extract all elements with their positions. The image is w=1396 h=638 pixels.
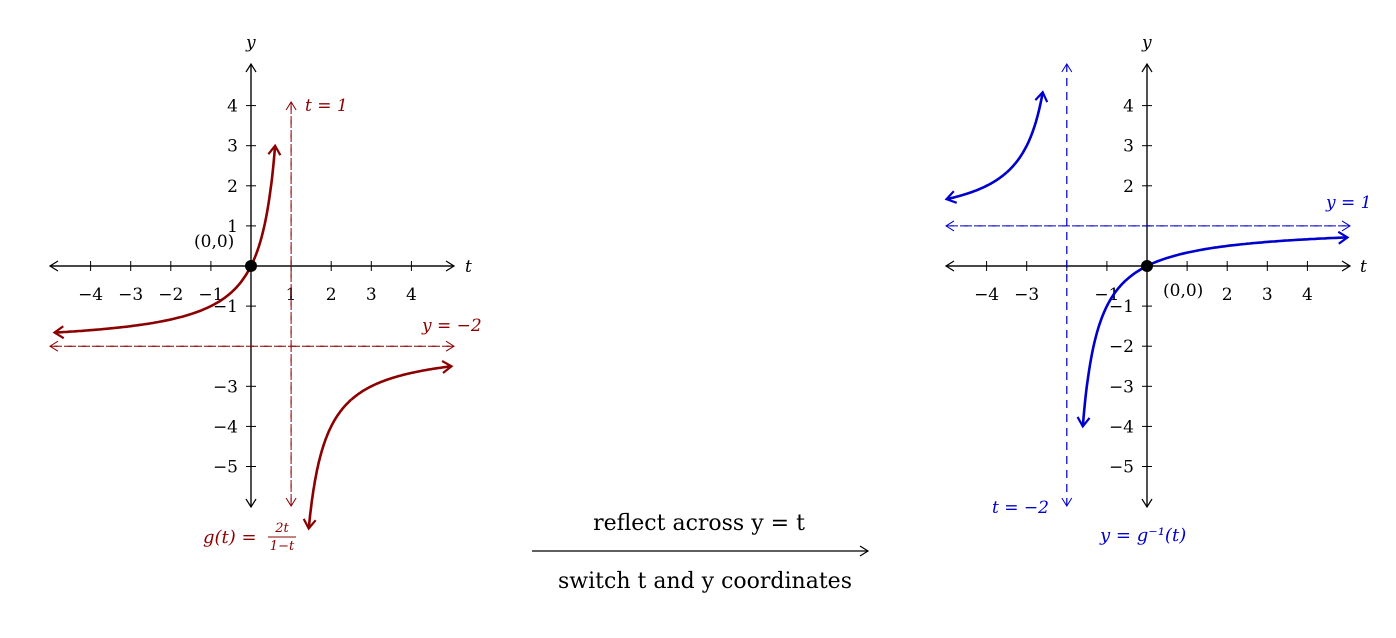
left-curve-branch bbox=[249, 143, 282, 267]
left-origin-point bbox=[245, 260, 257, 272]
left-function-label-numerator: 2t bbox=[274, 521, 289, 536]
right-origin-point bbox=[1141, 260, 1153, 272]
right-x-tick: −4 bbox=[974, 285, 999, 305]
left-y-tick: 1 bbox=[227, 217, 238, 237]
right-y-tick: 4 bbox=[1123, 97, 1134, 117]
right-x-tick: 4 bbox=[1302, 285, 1313, 305]
right-y-tick: −5 bbox=[1109, 458, 1134, 478]
right-y-axis-label: y bbox=[1141, 33, 1152, 53]
right-y-tick: 2 bbox=[1123, 177, 1134, 197]
left-function-label: g(t) = bbox=[203, 527, 257, 548]
right-y-tick: 3 bbox=[1123, 137, 1134, 157]
right-graph: t y −4 −3 −1 2 3 4 4 3 bbox=[944, 33, 1371, 546]
left-y-tick: −3 bbox=[213, 377, 238, 397]
right-origin-point-label: (0,0) bbox=[1163, 281, 1203, 301]
left-y-tick: 3 bbox=[227, 137, 238, 157]
left-y-tick: −1 bbox=[213, 297, 238, 317]
transition-bottom-text: switch t and y coordinates bbox=[558, 569, 852, 594]
left-x-axis-label: t bbox=[465, 257, 472, 277]
left-y-tick: 2 bbox=[227, 177, 238, 197]
right-curve-branch bbox=[1005, 90, 1049, 174]
left-graph: t y −4 −3 −2 −1 1 2 3 4 bbox=[48, 33, 482, 554]
right-curve-branch bbox=[944, 171, 1008, 204]
right-x-tick: −3 bbox=[1014, 285, 1039, 305]
left-x-tick: −3 bbox=[118, 285, 143, 305]
left-y-axis-label: y bbox=[245, 33, 256, 53]
left-y-tick: −4 bbox=[213, 417, 238, 437]
right-curve-branch bbox=[1146, 230, 1350, 268]
left-x-tick: −4 bbox=[78, 285, 103, 305]
right-x-tick: 2 bbox=[1222, 285, 1233, 305]
right-x-axis-label: t bbox=[1360, 257, 1367, 277]
left-y-tick: 4 bbox=[227, 97, 238, 117]
left-curve-branch bbox=[302, 398, 353, 531]
right-y-tick: −4 bbox=[1109, 417, 1134, 437]
left-origin-point-label: (0,0) bbox=[194, 232, 234, 252]
right-x-tick: −1 bbox=[1094, 285, 1119, 305]
transition-top-text: reflect across y = t bbox=[593, 511, 805, 536]
right-horizontal-asymptote-label: y = 1 bbox=[1325, 193, 1371, 213]
left-vertical-asymptote-label: t = 1 bbox=[305, 96, 348, 116]
transition: reflect across y = t switch t and y coor… bbox=[532, 511, 870, 594]
left-y-tick: −5 bbox=[213, 458, 238, 478]
right-y-tick: −2 bbox=[1109, 337, 1134, 357]
left-x-tick: −2 bbox=[158, 285, 183, 305]
left-curve-branch bbox=[350, 360, 454, 401]
right-y-tick: −3 bbox=[1109, 377, 1134, 397]
left-curve-branch bbox=[52, 265, 253, 340]
left-x-tick: −1 bbox=[198, 285, 223, 305]
right-curve-branch bbox=[1076, 264, 1148, 429]
right-function-label: y = g⁻¹(t) bbox=[1099, 525, 1186, 546]
left-function-label-denominator: 1−t bbox=[270, 539, 295, 554]
right-vertical-asymptote-label: t = −2 bbox=[992, 498, 1049, 518]
left-x-tick: 3 bbox=[366, 285, 377, 305]
right-x-tick: 3 bbox=[1262, 285, 1273, 305]
left-horizontal-asymptote-label: y = −2 bbox=[421, 316, 482, 336]
left-x-tick: 4 bbox=[406, 285, 417, 305]
left-x-tick: 2 bbox=[326, 285, 337, 305]
right-y-tick: −1 bbox=[1109, 297, 1134, 317]
